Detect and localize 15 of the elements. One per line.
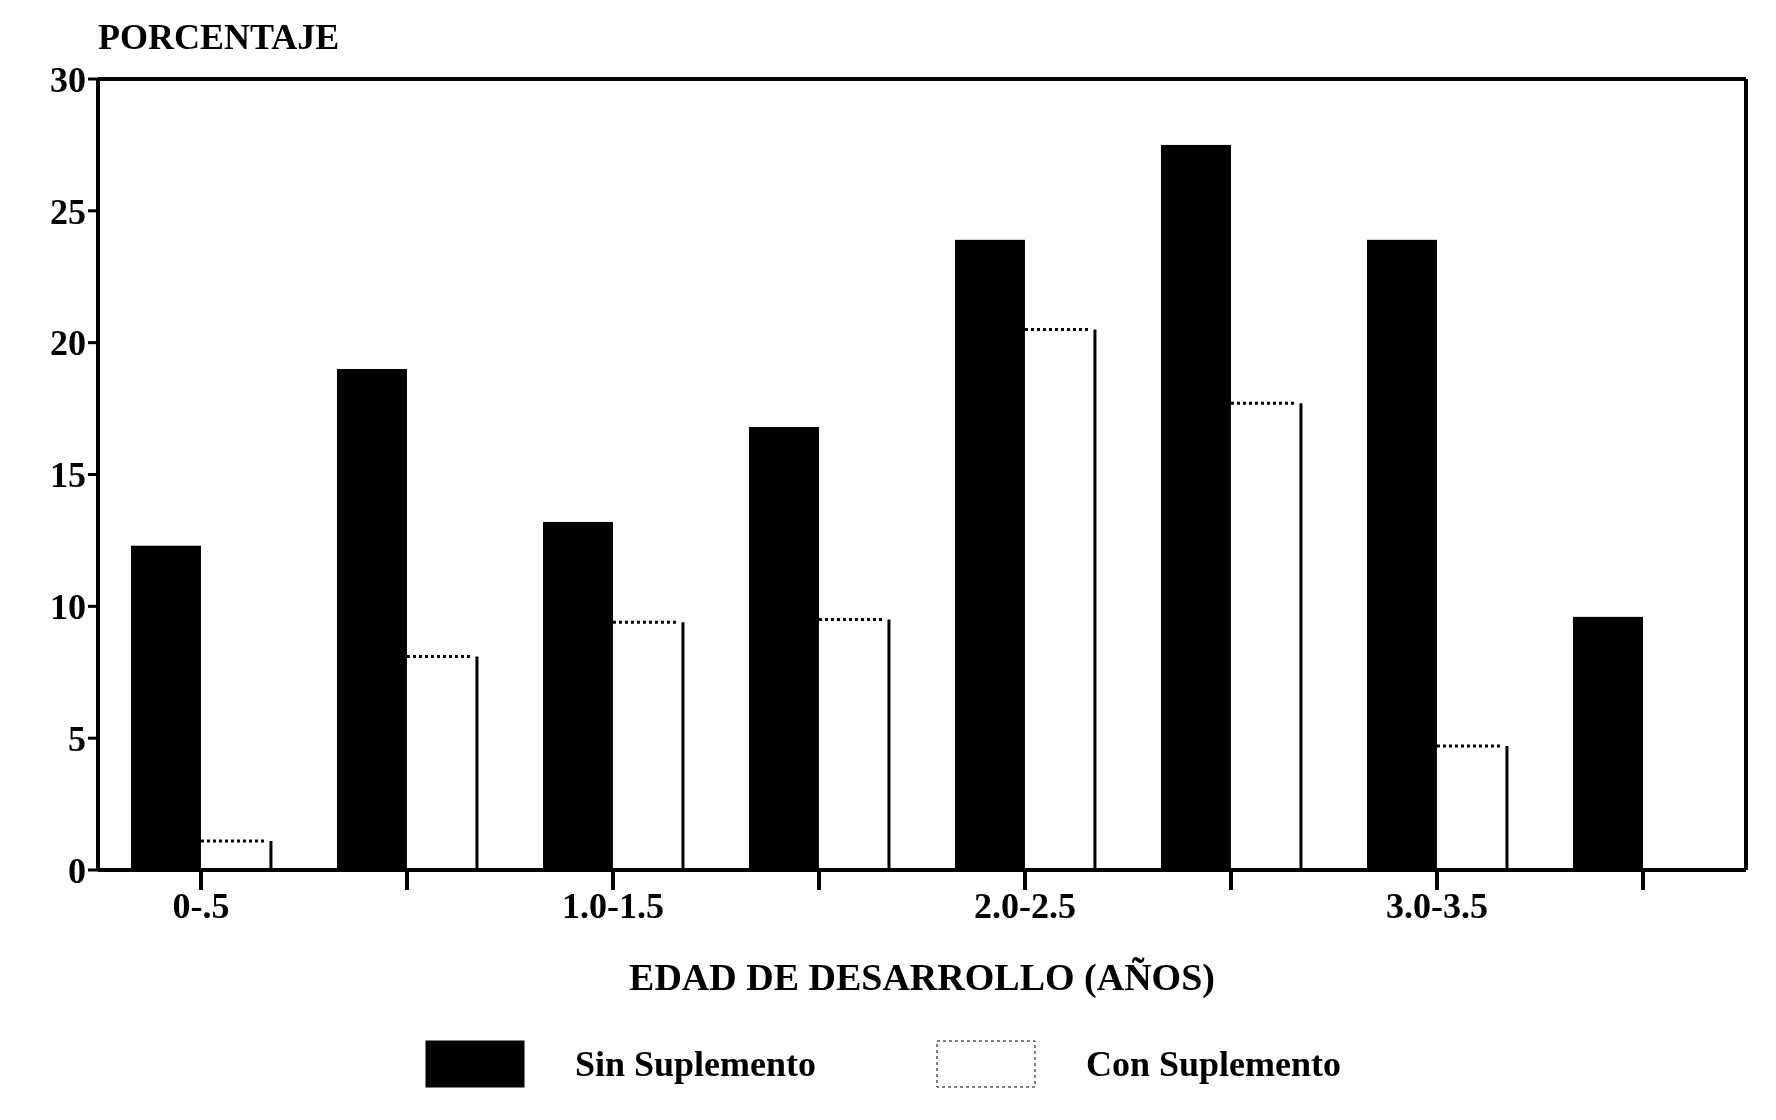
y-tick-label: 15 xyxy=(50,455,86,496)
legend-label: Sin Suplemento xyxy=(574,1043,817,1085)
y-tick-label: 25 xyxy=(50,191,86,232)
x-tick-label: 1.0-1.5 xyxy=(562,885,664,926)
legend-label: Con Suplemento xyxy=(1086,1043,1342,1085)
y-tick-label: 20 xyxy=(50,323,86,364)
x-tick-label: 2.0-2.5 xyxy=(974,885,1076,926)
y-tick-label: 30 xyxy=(50,59,86,100)
x-tick-label: 3.0-3.5 xyxy=(1386,885,1488,926)
y-tick-label: 10 xyxy=(50,587,86,628)
y-axis-title: PORCENTAJE xyxy=(98,16,340,58)
y-tick-label: 5 xyxy=(68,718,86,759)
x-tick-label: 0-.5 xyxy=(172,885,230,926)
x-axis-title: EDAD DE DESARROLLO (AÑOS) xyxy=(629,956,1215,999)
y-tick-label: 0 xyxy=(68,850,86,891)
